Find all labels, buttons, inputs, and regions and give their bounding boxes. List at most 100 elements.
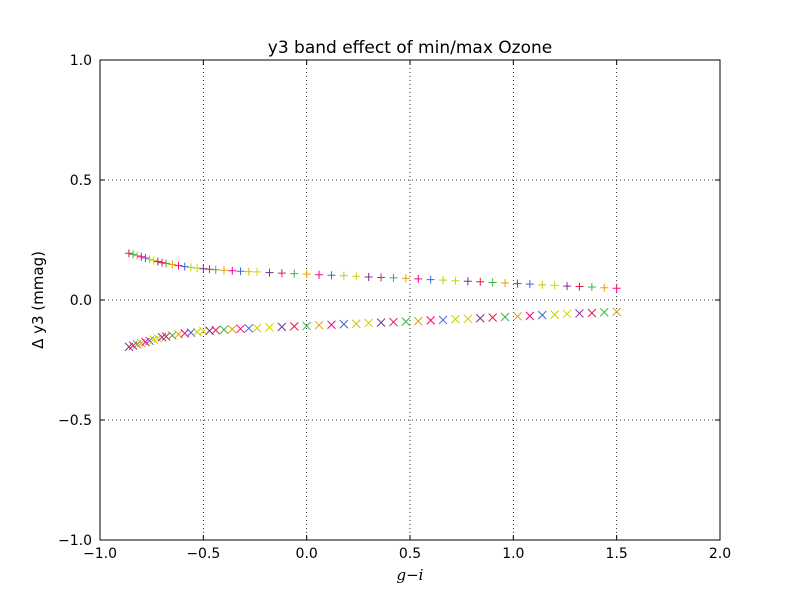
data-point-x (227, 324, 237, 334)
data-point-plus (315, 270, 324, 279)
data-point-plus (244, 267, 253, 276)
data-point-x (413, 316, 423, 326)
data-point-plus (339, 271, 348, 280)
data-point-x (252, 323, 262, 333)
data-point-plus (153, 257, 162, 266)
data-point-x (463, 314, 473, 324)
data-point-x (364, 318, 374, 328)
data-point-plus (302, 270, 311, 279)
data-point-x (244, 323, 254, 333)
axis-ticks: −1.0 −0.5 0.0 0.5 1.0 1.5 2.0 −1.0 −0.5 0.0 0.5 1.0 (58, 53, 731, 562)
data-point-plus (253, 267, 262, 276)
data-point-plus (180, 262, 189, 271)
data-point-x (219, 325, 229, 335)
data-point-plus (162, 259, 171, 268)
data-point-plus (211, 265, 220, 274)
data-point-x (488, 313, 498, 322)
y-tick-label: −1.0 (58, 533, 92, 549)
data-point-plus (158, 258, 166, 267)
y-axis-label: Δ y3 (mmag) (29, 251, 47, 349)
x-tick-label: 0.5 (399, 546, 421, 562)
data-point-x (599, 307, 609, 317)
data-point-x (525, 311, 535, 321)
data-point-plus (133, 251, 142, 260)
data-point-plus (550, 281, 559, 290)
data-point-x (265, 323, 274, 332)
data-point-x (277, 322, 287, 332)
data-point-x (289, 322, 299, 331)
x-tick-label: 1.5 (606, 546, 628, 562)
data-point-x (550, 310, 560, 319)
data-point-plus (327, 271, 336, 280)
data-point-x (587, 308, 597, 318)
data-point-plus (587, 283, 596, 292)
data-point-plus (174, 261, 183, 270)
data-point-plus (145, 255, 154, 264)
data-point-plus (525, 280, 534, 289)
data-point-x (562, 309, 572, 319)
data-point-plus (228, 266, 237, 275)
data-point-plus (220, 266, 228, 275)
x-tick-label: 1.0 (502, 546, 524, 562)
data-point-x (438, 315, 448, 325)
data-point-plus (476, 277, 485, 286)
data-point-plus (563, 282, 572, 291)
data-point-plus (575, 282, 584, 291)
data-point-x (401, 317, 411, 326)
data-point-x (451, 314, 460, 324)
data-point-x (575, 309, 584, 318)
data-point-x (314, 320, 324, 330)
data-point-plus (124, 249, 133, 258)
x-tick-label: −0.5 (186, 546, 220, 562)
data-point-plus (451, 276, 460, 285)
data-point-plus (129, 250, 138, 259)
data-point-plus (137, 252, 146, 261)
data-point-plus (600, 283, 609, 292)
data-point-plus (439, 276, 448, 285)
data-point-plus (141, 254, 150, 262)
x-tick-label: 2.0 (709, 546, 731, 562)
data-point-plus (513, 279, 522, 288)
data-point-plus (426, 275, 435, 284)
data-point-plus (364, 272, 373, 281)
data-point-plus (168, 260, 177, 269)
data-point-plus (414, 274, 423, 283)
y-tick-label: 1.0 (70, 53, 92, 69)
data-point-plus (265, 268, 274, 277)
x-tick-label: −1.0 (83, 546, 117, 562)
data-point-x (426, 316, 436, 325)
x-tick-label: 0.0 (296, 546, 318, 562)
data-point-x (236, 324, 245, 334)
data-point-x (211, 325, 221, 335)
data-point-x (612, 307, 622, 317)
data-point-plus (236, 267, 245, 276)
data-point-x (513, 311, 522, 321)
data-point-x (327, 320, 336, 330)
data-point-x (339, 319, 349, 329)
data-point-x (351, 319, 361, 329)
x-axis-label: g−i (397, 566, 424, 584)
y-tick-label: 0.0 (70, 293, 92, 309)
data-point-plus (377, 273, 386, 282)
data-point-x (302, 321, 312, 331)
data-point-plus (193, 264, 202, 273)
data-points (124, 249, 622, 352)
data-point-plus (352, 272, 361, 281)
data-point-plus (186, 263, 195, 272)
data-point-plus (401, 274, 410, 283)
data-point-plus (290, 269, 299, 278)
chart-title: y3 band effect of min/max Ozone (268, 38, 552, 58)
y-tick-label: 0.5 (70, 173, 92, 189)
data-point-x (500, 312, 510, 322)
data-point-plus (149, 256, 158, 265)
data-point-x (376, 318, 386, 327)
data-point-x (537, 310, 547, 320)
data-point-plus (277, 269, 286, 278)
data-point-plus (488, 278, 497, 287)
data-point-plus (538, 280, 547, 289)
data-point-x (475, 313, 485, 323)
data-point-plus (463, 277, 472, 286)
data-point-x (389, 317, 398, 327)
y-tick-label: −0.5 (58, 413, 92, 429)
